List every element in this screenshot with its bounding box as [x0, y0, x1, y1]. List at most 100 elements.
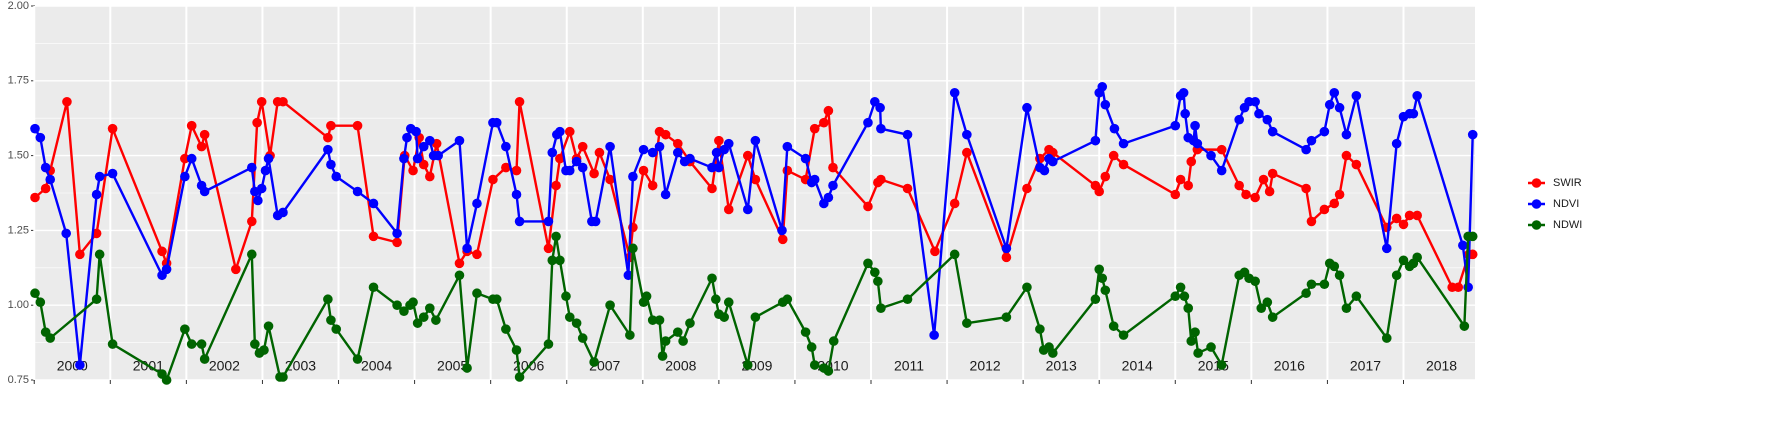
data-point	[823, 105, 834, 116]
data-point	[186, 120, 197, 131]
data-point	[1412, 210, 1422, 221]
data-point	[902, 294, 913, 305]
data-point	[654, 315, 665, 325]
data-point	[1453, 282, 1464, 293]
data-point	[876, 303, 886, 313]
data-point	[809, 123, 820, 134]
data-point	[1022, 183, 1032, 194]
legend-label: NDWI	[1553, 219, 1582, 231]
data-point	[823, 366, 834, 376]
data-point	[186, 153, 197, 164]
data-point	[501, 324, 511, 334]
x-tick-label: 2004	[361, 358, 392, 374]
data-point	[1334, 102, 1345, 113]
data-point	[647, 315, 658, 325]
data-point	[685, 318, 695, 328]
data-point	[1100, 285, 1111, 296]
data-point	[1216, 165, 1227, 176]
data-point	[260, 165, 271, 176]
data-point	[1306, 135, 1317, 146]
data-point	[157, 246, 167, 257]
data-point	[196, 141, 207, 152]
data-point	[418, 312, 429, 322]
data-point	[40, 162, 51, 173]
data-point	[1467, 129, 1478, 140]
data-point	[263, 153, 274, 164]
data-point	[1094, 186, 1105, 197]
data-point	[331, 324, 342, 334]
data-point	[1118, 330, 1129, 340]
data-point	[657, 351, 668, 361]
data-point	[902, 129, 913, 140]
data-point	[418, 141, 429, 152]
data-point	[91, 294, 102, 305]
data-point	[809, 174, 820, 185]
data-point	[1351, 90, 1362, 101]
data-point	[1267, 126, 1278, 137]
data-point	[1250, 192, 1260, 203]
data-point	[1459, 321, 1470, 331]
data-point	[863, 201, 873, 212]
data-point	[571, 318, 582, 328]
data-point	[577, 162, 588, 173]
data-point	[1234, 114, 1244, 125]
data-point	[231, 264, 241, 275]
data-point	[543, 339, 554, 349]
data-point	[1262, 297, 1273, 308]
data-point	[1001, 243, 1012, 254]
data-point	[605, 300, 615, 311]
data-point	[1108, 150, 1119, 161]
y-tick-label: 1.00	[8, 299, 29, 311]
data-point	[368, 231, 379, 242]
data-point	[454, 270, 465, 281]
data-point	[1170, 120, 1181, 131]
data-point	[246, 249, 257, 260]
data-point	[352, 120, 363, 131]
data-point	[1329, 261, 1340, 272]
data-point	[628, 243, 638, 254]
data-point	[777, 225, 787, 236]
data-point	[1264, 186, 1275, 197]
data-point	[1190, 120, 1200, 131]
data-point	[1398, 219, 1409, 230]
data-point	[828, 162, 838, 173]
data-point	[462, 243, 472, 254]
data-point	[1256, 303, 1267, 313]
data-point	[514, 96, 525, 107]
data-point	[571, 156, 582, 167]
data-point	[196, 339, 207, 349]
data-point	[45, 333, 56, 343]
x-tick-label: 2014	[1122, 358, 1153, 374]
data-point	[1319, 204, 1330, 215]
data-point	[577, 141, 588, 152]
data-point	[590, 216, 601, 227]
data-point	[323, 294, 333, 305]
data-point	[828, 336, 839, 346]
data-point	[782, 141, 793, 152]
data-point	[1391, 270, 1402, 281]
data-point	[962, 147, 972, 158]
x-tick-label: 2002	[209, 358, 240, 374]
data-point	[1022, 102, 1032, 113]
data-point	[1001, 312, 1012, 322]
data-point	[250, 339, 260, 349]
data-point	[1334, 270, 1345, 281]
data-point	[876, 174, 886, 185]
data-point	[1108, 321, 1119, 331]
data-point	[433, 150, 443, 161]
data-point	[402, 132, 412, 143]
data-point	[809, 360, 820, 370]
data-point	[408, 297, 418, 308]
data-point	[1206, 150, 1216, 161]
data-point	[399, 153, 409, 164]
data-point	[1118, 159, 1129, 170]
data-point	[1234, 180, 1244, 191]
data-point	[750, 135, 761, 146]
data-point	[256, 96, 267, 107]
data-point	[1319, 279, 1330, 290]
data-point	[605, 141, 615, 152]
data-point	[1241, 189, 1251, 200]
data-point	[1179, 291, 1190, 302]
data-point	[723, 297, 734, 308]
